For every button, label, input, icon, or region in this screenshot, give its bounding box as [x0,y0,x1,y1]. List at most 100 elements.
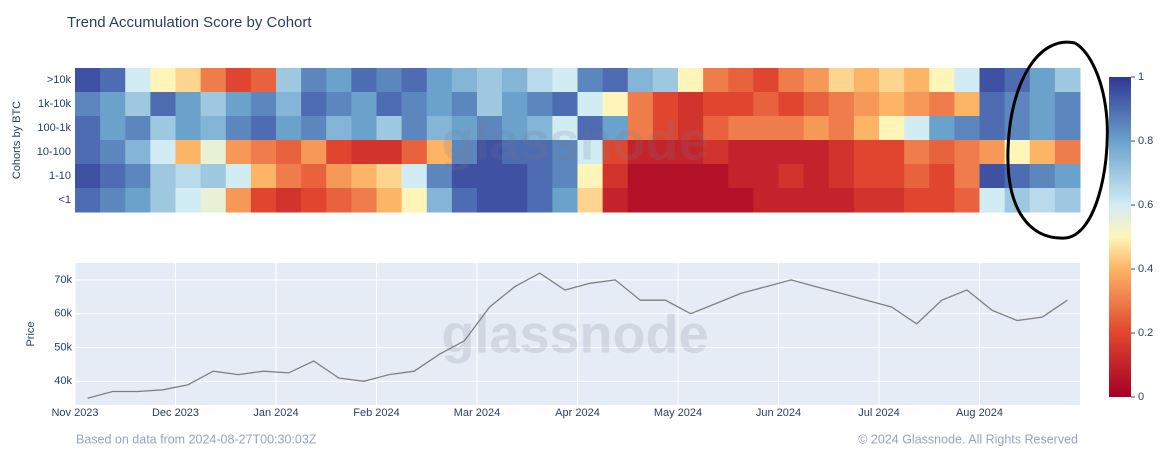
x-tick-label: Apr 2024 [555,407,600,419]
heat-cell [652,164,679,189]
heat-cell [828,68,855,93]
heat-cell [929,140,955,165]
heat-cell [100,188,126,213]
heat-cell [426,116,453,141]
heat-cell [577,140,604,165]
x-tick-label: Feb 2024 [353,407,399,419]
heat-cell [225,116,252,141]
y-tick-label: 50k [54,341,72,353]
heat-cell [929,92,955,117]
heat-cell [828,116,855,141]
heat-cell [250,116,277,141]
heat-cell [652,92,679,117]
heat-cell [879,140,905,165]
heat-cell [602,116,629,141]
x-tick-label: May 2024 [654,407,702,419]
heat-cell [1029,164,1056,189]
heat-cell [200,68,227,93]
heat-cell [401,92,428,117]
colorbar-tick-label: 0 [1138,391,1144,403]
heat-cell [527,188,553,213]
heat-cell [451,92,478,117]
heat-cell [376,92,403,117]
y-tick-label: 70k [54,274,72,286]
heat-cell [803,188,830,213]
heat-cell [954,68,980,93]
heat-cell [728,68,754,93]
heat-cell [577,92,604,117]
heat-cell [376,116,403,141]
heat-cell [627,164,654,189]
watermark: glassnode [441,111,708,171]
heat-cell [803,68,830,93]
chart-title: Trend Accumulation Score by Cohort [67,14,312,31]
heat-cell [401,140,428,165]
y-axis-label: Price [25,321,37,346]
heat-cell [426,92,453,117]
heat-cell [401,116,428,141]
heat-cell [301,116,327,141]
heat-cell [125,116,151,141]
heat-cell [602,68,629,93]
heat-cell [527,92,553,117]
heat-cell [200,164,227,189]
heat-cell [879,188,905,213]
heat-cell [678,68,704,93]
heat-cell [175,92,202,117]
heat-cell [602,140,629,165]
heat-cell [778,140,805,165]
heat-cell [1029,188,1056,213]
heat-cell [301,68,327,93]
heat-cell [904,140,930,165]
heat-cell [904,92,930,117]
heat-cell [225,140,252,165]
heat-cell [853,164,880,189]
heat-cell [527,164,553,189]
heat-cell [225,68,252,93]
x-tick-label: Dec 2023 [152,407,199,419]
heat-cell [125,140,151,165]
heat-cell [728,188,754,213]
heat-cell [728,164,754,189]
heat-cell [627,116,654,141]
colorbar-tick-label: 1 [1138,71,1144,83]
heat-cell [703,116,729,141]
heat-cell [627,188,654,213]
heat-cell [150,140,176,165]
annotation-circle [1006,40,1109,240]
heat-cell [929,188,955,213]
heat-cell [753,116,779,141]
x-tick-label: Mar 2024 [454,407,500,419]
heat-cell [100,116,126,141]
heat-cell [678,116,704,141]
heat-cell [276,68,302,93]
heat-cell [326,188,352,213]
heat-cell [602,164,629,189]
heat-cell [904,188,930,213]
heat-cell [401,68,428,93]
heat-cell [803,140,830,165]
heat-cell [426,164,453,189]
heat-cell [954,92,980,117]
footer-source: Based on data from 2024-08-27T00:30:03Z [76,432,317,446]
heat-cell [376,164,403,189]
heat-cell [627,68,654,93]
heat-cell [426,68,453,93]
colorbar-tick-label: 0.6 [1138,199,1153,211]
row-label: 10-100 [37,146,71,158]
heat-cell [828,188,855,213]
heat-cell [301,92,327,117]
heat-cell [778,188,805,213]
footer-copyright: © 2024 Glassnode. All Rights Reserved [858,432,1078,446]
y-tick-label: 40k [54,375,72,387]
heat-cell [125,68,151,93]
heat-cell [426,140,453,165]
heat-cell [150,164,176,189]
heat-cell [451,164,478,189]
heat-cell [250,188,277,213]
heat-cell [979,68,1006,93]
heat-cell [502,188,528,213]
heat-cell [150,92,176,117]
heat-cell [1029,140,1056,165]
